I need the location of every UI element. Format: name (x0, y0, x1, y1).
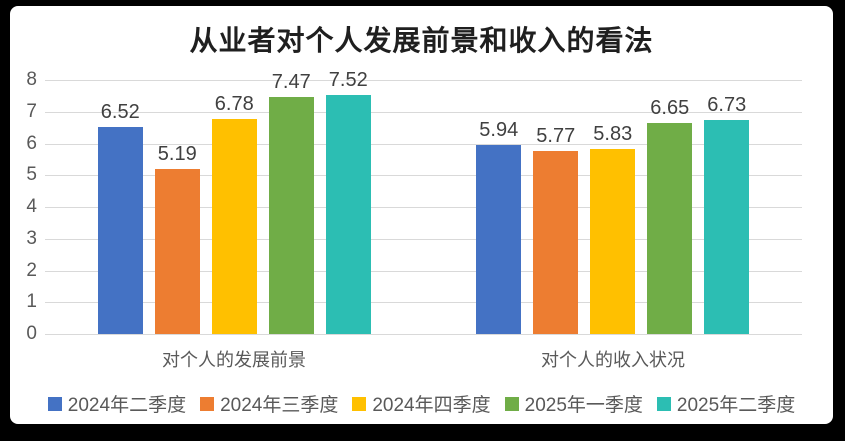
bar (97, 127, 143, 334)
gridline (45, 238, 802, 240)
y-tick-label: 2 (26, 259, 37, 281)
legend-label: 2024年四季度 (372, 395, 491, 416)
bar (268, 96, 314, 334)
legend-item: 2024年三季度 (200, 390, 338, 417)
legend-swatch (200, 396, 215, 411)
bar (211, 118, 257, 334)
gridline (45, 302, 802, 304)
bar-value-label: 6.73 (707, 94, 747, 117)
gridline (45, 80, 802, 81)
bar-value-label: 6.65 (650, 96, 690, 119)
legend-label: 2024年二季度 (67, 395, 187, 416)
legend-swatch (352, 396, 367, 411)
plot-area: 0 1 2 3 4 5 6 7 8 6.52 5.19 6.78 7.47 7.52 5.94 5.77 5.8… (26, 69, 802, 344)
bar-value-label: 5.94 (479, 119, 519, 142)
legend-item: 2025年二季度 (656, 390, 796, 417)
bar (647, 122, 693, 334)
y-tick-label: 8 (26, 69, 37, 90)
bar (590, 148, 636, 334)
bar-value-label: 6.52 (100, 101, 140, 123)
legend-swatch (47, 396, 62, 411)
gridline (45, 207, 802, 208)
legend-swatch (504, 396, 519, 411)
legend-label: 2025年二季度 (676, 395, 796, 416)
bar (476, 145, 522, 334)
gridline (45, 175, 802, 177)
bar-value-label: 5.19 (157, 143, 197, 166)
legend-item: 2024年四季度 (352, 390, 491, 417)
bar-value-label: 6.78 (214, 92, 254, 115)
chart-title: 从业者对个人发展前景和收入的看法 (189, 25, 654, 56)
y-tick-label: 3 (26, 227, 37, 249)
bar (533, 150, 579, 334)
x-axis-category-label: 对个人的收入状况 (541, 350, 685, 370)
bar-value-label: 5.77 (536, 124, 576, 147)
y-tick-label: 5 (26, 164, 37, 186)
bar (325, 95, 371, 334)
gridline (45, 270, 802, 272)
bar-value-label: 5.83 (593, 122, 633, 145)
gridline (45, 143, 802, 145)
x-axis-category-label: 对个人的发展前景 (162, 350, 306, 370)
legend-label: 2025年一季度 (524, 395, 643, 416)
legend: 2024年二季度 2024年三季度 2024年四季度 2025年一季度 2025年二季度 (10, 390, 833, 417)
gridline (45, 111, 802, 113)
y-tick-label: 6 (26, 132, 37, 154)
bar-value-label: 7.47 (271, 70, 311, 93)
legend-label: 2024年三季度 (220, 395, 339, 416)
bar-value-label: 7.52 (328, 69, 368, 92)
y-tick-label: 1 (26, 291, 37, 313)
y-tick-label: 4 (26, 196, 37, 217)
y-tick-label: 0 (26, 323, 37, 344)
bar (154, 169, 200, 334)
legend-item: 2024年二季度 (47, 390, 187, 417)
legend-swatch (656, 396, 671, 411)
gridline (45, 334, 802, 335)
chart-card: 从业者对个人发展前景和收入的看法 0 1 2 3 4 5 6 7 8 6.52 5.19 6.78 7.… (10, 6, 833, 424)
y-tick-label: 7 (26, 100, 37, 122)
bar (704, 120, 750, 334)
legend-item: 2025年一季度 (504, 390, 643, 417)
